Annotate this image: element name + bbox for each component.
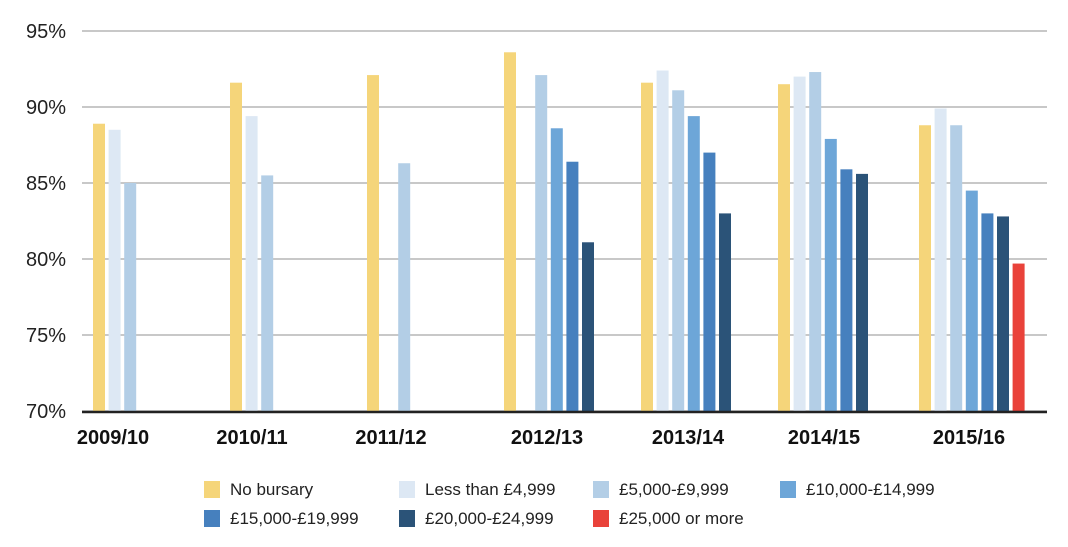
bar <box>245 116 258 412</box>
y-tick-label: 80% <box>26 249 66 271</box>
legend-swatch <box>593 481 609 498</box>
legend: No bursary Less than £4,999 £5,000-£9,999 £… <box>204 480 935 528</box>
bar <box>550 128 563 411</box>
bar <box>934 108 947 412</box>
bar <box>919 125 931 412</box>
bar <box>535 75 548 411</box>
legend-swatch <box>399 510 415 527</box>
x-tick-label: 2012/13 <box>511 427 583 449</box>
legend-swatch <box>399 481 415 498</box>
bar <box>778 84 790 411</box>
bar <box>793 76 806 411</box>
bar <box>656 70 669 412</box>
bar <box>965 190 978 411</box>
legend-swatch <box>204 510 220 527</box>
legend-label: £5,000-£9,999 <box>619 480 729 499</box>
x-axis: 2009/10 2010/11 2011/12 2012/13 2013/14 2014/… <box>77 410 1047 449</box>
bar <box>840 169 853 411</box>
x-tick-label: 2009/10 <box>77 427 149 449</box>
legend-swatch <box>204 481 220 498</box>
x-tick-label: 2015/16 <box>933 427 1005 449</box>
bar <box>398 163 411 411</box>
bar <box>719 213 731 411</box>
grid-lines <box>82 30 1047 412</box>
bar <box>582 242 594 411</box>
bar <box>672 90 685 411</box>
bar <box>93 123 105 411</box>
y-tick-label: 85% <box>26 173 66 195</box>
x-tick-label: 2013/14 <box>652 427 725 449</box>
x-tick-label: 2010/11 <box>216 427 287 449</box>
legend-label: £20,000-£24,999 <box>425 509 554 528</box>
bar <box>687 116 700 412</box>
bar <box>856 173 868 411</box>
bar <box>703 152 716 411</box>
bar <box>997 216 1009 411</box>
bar <box>824 138 837 412</box>
x-tick-label: 2011/12 <box>355 427 426 449</box>
bar <box>641 82 653 412</box>
bar <box>108 129 121 412</box>
bars <box>93 52 1025 412</box>
legend-label: Less than £4,999 <box>425 480 555 499</box>
y-tick-label: 95% <box>26 21 66 43</box>
y-tick-label: 90% <box>26 97 66 119</box>
y-tick-label: 70% <box>26 401 66 423</box>
y-axis-ticks: 70% 75% 80% 85% 90% 95% <box>26 21 66 423</box>
legend-label: £25,000 or more <box>619 509 744 528</box>
bar <box>981 213 994 411</box>
bar <box>950 125 963 412</box>
legend-swatch <box>780 481 796 498</box>
bar <box>1012 263 1025 411</box>
legend-label: No bursary <box>230 480 314 499</box>
bar <box>809 72 822 411</box>
bar <box>367 75 379 411</box>
legend-label: £10,000-£14,999 <box>806 480 935 499</box>
bar <box>124 183 137 411</box>
bar <box>566 161 579 411</box>
x-tick-label: 2014/15 <box>788 427 860 449</box>
legend-swatch <box>593 510 609 527</box>
bar <box>261 175 274 411</box>
bar <box>230 82 242 412</box>
y-tick-label: 75% <box>26 325 66 347</box>
legend-label: £15,000-£19,999 <box>230 509 359 528</box>
bar <box>504 52 516 411</box>
